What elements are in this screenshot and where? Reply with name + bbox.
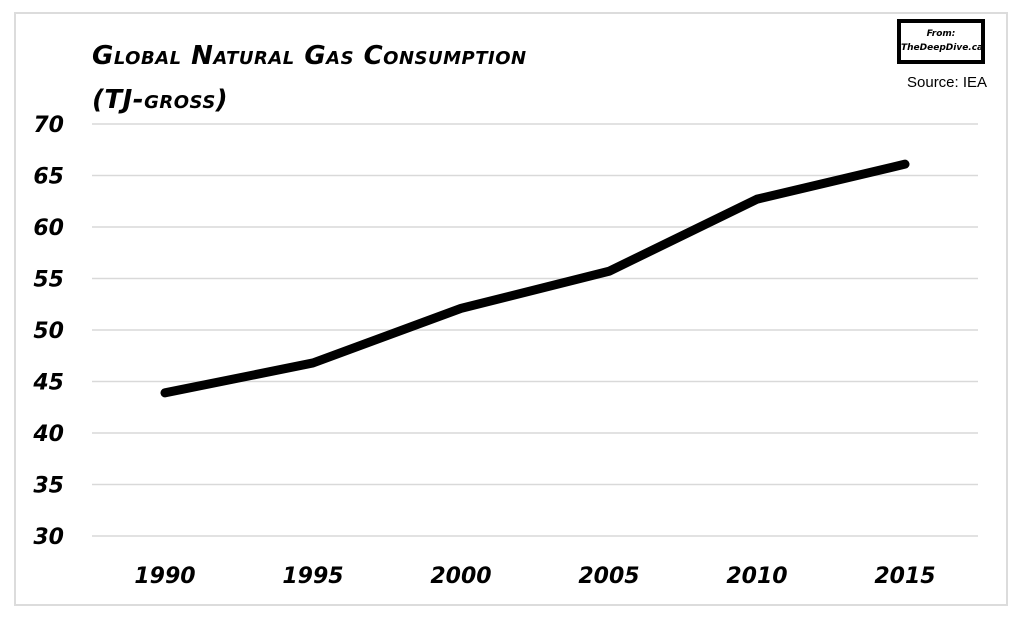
y-axis-ticks: 30 35 40 45 50 55 60 65 70 (32, 113, 64, 550)
y-tick-label: 55 (33, 268, 64, 293)
series-layer (160, 159, 910, 398)
y-tick-label: 40 (32, 422, 64, 447)
x-tick-label: 1990 (134, 564, 195, 589)
x-tick-label: 2010 (726, 564, 787, 589)
badge-from-label: From: (926, 29, 956, 39)
gridlines (92, 123, 978, 537)
source-badge: From: TheDeepDive.ca (897, 19, 985, 64)
x-tick-label: 1995 (282, 564, 343, 589)
x-tick-label: 2000 (430, 564, 491, 589)
y-tick-label: 35 (33, 474, 64, 499)
y-tick-label: 70 (33, 113, 64, 138)
series-line (160, 159, 910, 398)
y-tick-label: 50 (33, 319, 64, 344)
chart-title: Global Natural Gas Consumption (TJ-gross… (92, 34, 527, 122)
y-tick-label: 65 (33, 165, 64, 190)
source-label: Source: IEA (907, 74, 988, 91)
x-axis-ticks: 1990 1995 2000 2005 2010 2015 (134, 564, 935, 589)
badge-site-label: TheDeepDive.ca (901, 43, 984, 53)
x-tick-label: 2005 (578, 564, 639, 589)
y-tick-label: 60 (33, 216, 64, 241)
x-tick-label: 2015 (874, 564, 935, 589)
y-tick-label: 45 (32, 371, 64, 396)
chart-subtitle: (TJ-gross) (92, 85, 229, 115)
chart-title-line: Global Natural Gas Consumption (92, 41, 527, 71)
y-tick-label: 30 (33, 525, 64, 550)
chart-frame (14, 12, 1008, 606)
